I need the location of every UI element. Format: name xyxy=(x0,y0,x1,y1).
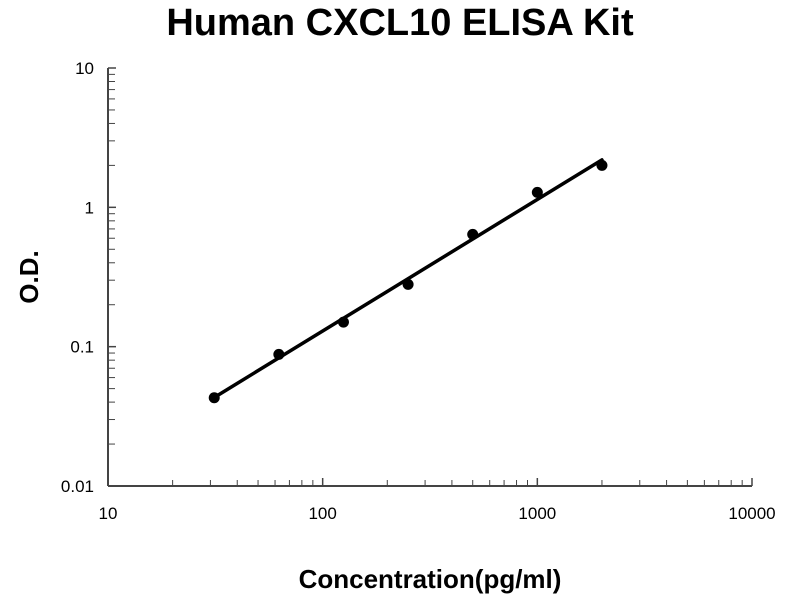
trendline xyxy=(212,158,604,400)
y-tick-label: 10 xyxy=(75,59,94,78)
x-axis-label: Concentration(pg/ml) xyxy=(299,564,562,594)
data-point xyxy=(337,316,349,328)
y-tick-label: 1 xyxy=(85,198,94,217)
x-tick-label: 1000 xyxy=(518,504,556,523)
data-point xyxy=(273,348,285,360)
x-tick-label: 10 xyxy=(99,504,118,523)
x-tick-label: 10000 xyxy=(728,504,775,523)
chart-title: Human CXCL10 ELISA Kit xyxy=(166,2,634,44)
y-tick-label: 0.01 xyxy=(61,477,94,496)
y-axis-label: O.D. xyxy=(14,250,44,303)
data-point xyxy=(531,186,543,198)
data-point xyxy=(402,278,414,290)
y-tick-label: 0.1 xyxy=(70,338,94,357)
data-point xyxy=(596,159,608,171)
data-point xyxy=(208,392,220,404)
data-point xyxy=(467,228,479,240)
x-tick-label: 100 xyxy=(308,504,336,523)
